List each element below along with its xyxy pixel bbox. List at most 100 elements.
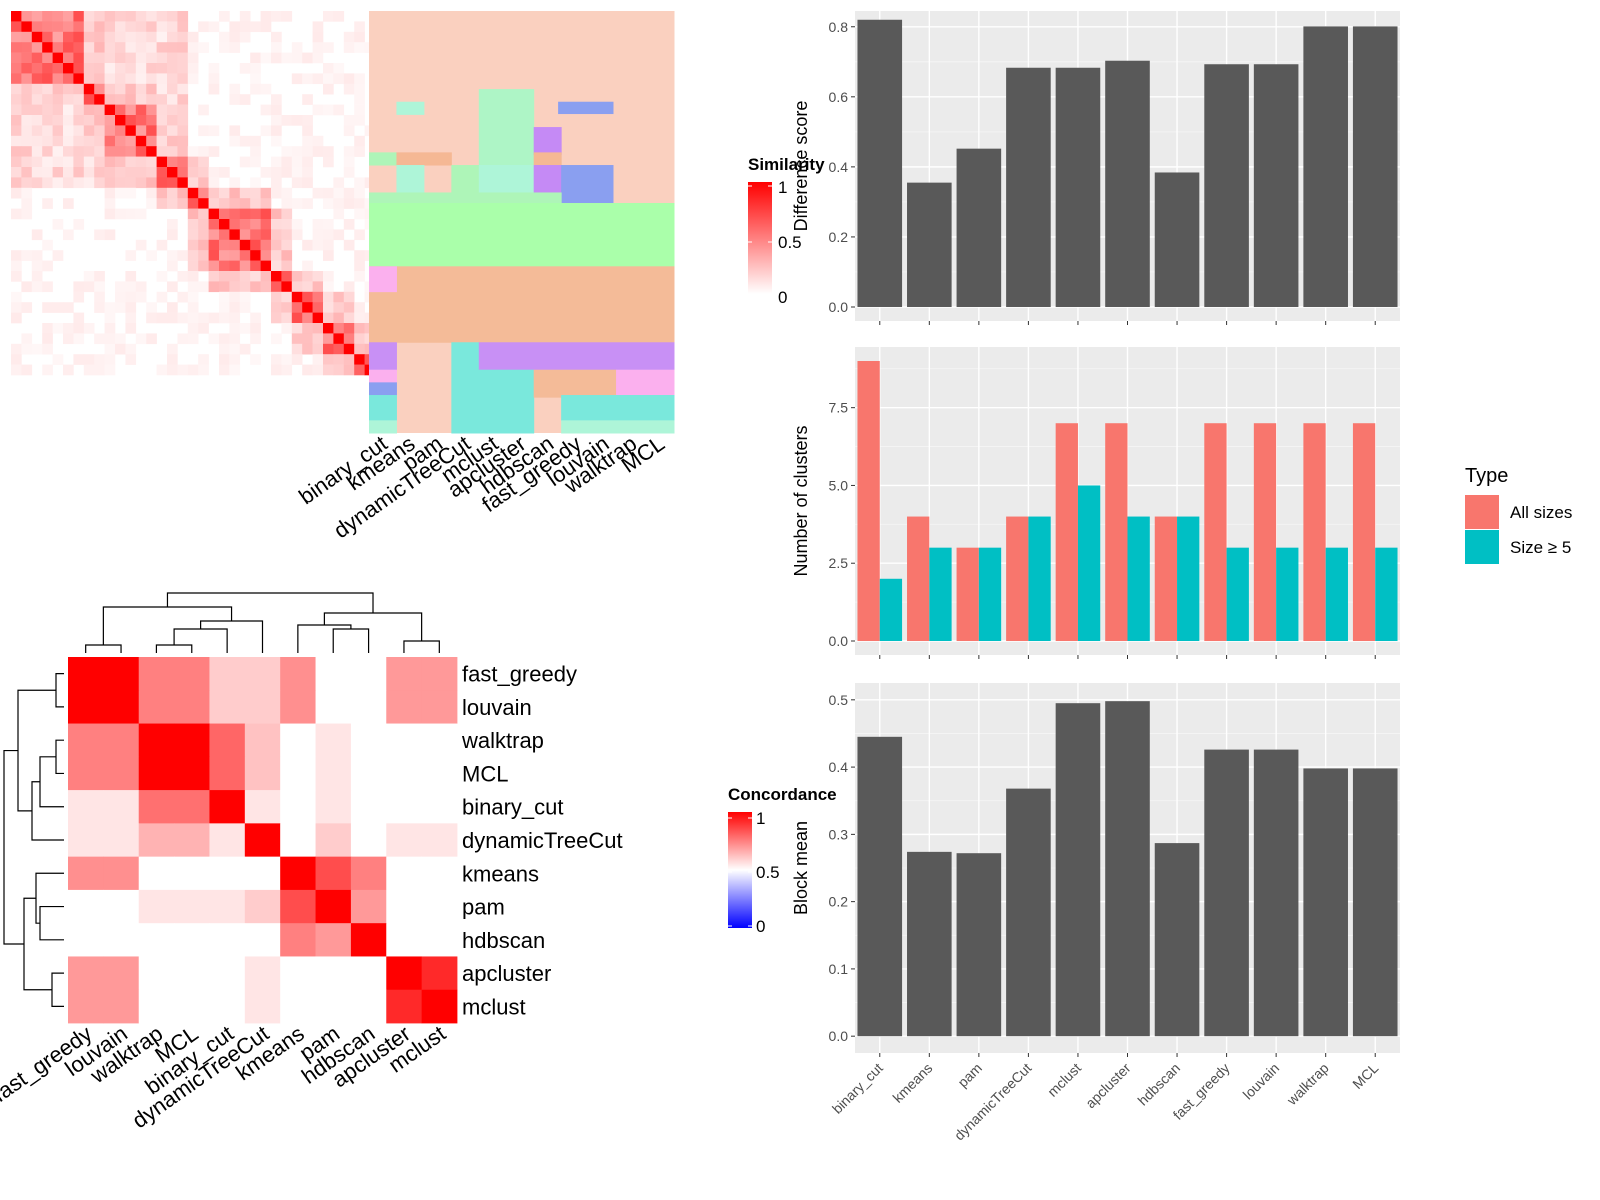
- similarity-cell: [291, 73, 303, 85]
- similarity-cell: [167, 104, 178, 116]
- concordance-cell: [421, 923, 458, 957]
- concordance-cell: [386, 657, 423, 691]
- similarity-cell: [94, 354, 105, 365]
- similarity-cell: [11, 364, 22, 376]
- similarity-cell: [156, 156, 168, 168]
- similarity-cell: [323, 333, 334, 345]
- similarity-cell: [312, 291, 324, 303]
- similarity-cell: [239, 260, 251, 272]
- similarity-cell: [73, 146, 85, 157]
- similarity-cell: [343, 239, 355, 251]
- similarity-cell: [260, 250, 272, 261]
- similarity-cell: [21, 208, 33, 220]
- similarity-cell: [42, 364, 53, 376]
- similarity-cell: [291, 343, 303, 355]
- assignment-block: [616, 369, 675, 398]
- concordance-cell: [103, 823, 140, 858]
- similarity-cell: [250, 135, 261, 147]
- assignment-block: [533, 127, 562, 155]
- similarity-cell: [167, 94, 178, 105]
- x-tick-label: kmeans: [889, 1060, 935, 1106]
- similarity-cell: [146, 31, 157, 43]
- similarity-cell: [187, 239, 199, 251]
- similarity-cell: [271, 11, 282, 22]
- similarity-cell: [343, 281, 355, 293]
- similarity-cell: [73, 323, 85, 334]
- similarity-cell: [323, 83, 334, 95]
- similarity-cell: [11, 21, 22, 33]
- similarity-cell: [219, 42, 230, 53]
- bar: [1154, 516, 1178, 641]
- similarity-cell: [208, 229, 220, 241]
- similarity-cell: [83, 83, 95, 95]
- similarity-cell: [104, 187, 116, 199]
- concordance-tick-0: 0: [756, 917, 765, 936]
- similarity-cell: [281, 260, 293, 272]
- similarity-cell: [135, 83, 147, 95]
- similarity-cell: [52, 104, 64, 116]
- concordance-cell: [138, 790, 175, 824]
- concordance-cell: [68, 723, 104, 758]
- similarity-cell: [94, 302, 105, 313]
- concordance-cell: [209, 756, 246, 791]
- similarity-cell: [354, 198, 365, 209]
- similarity-cell: [135, 104, 147, 116]
- similarity-cell: [177, 198, 189, 209]
- similarity-cell: [167, 312, 178, 324]
- concordance-cell: [174, 823, 210, 858]
- similarity-cell: [94, 21, 105, 33]
- similarity-cell: [42, 115, 53, 126]
- similarity-cell: [281, 187, 293, 199]
- similarity-cell: [94, 364, 105, 376]
- y-tick-label: 0.2: [829, 229, 849, 245]
- similarity-cell: [21, 11, 33, 22]
- similarity-cell: [146, 198, 157, 209]
- similarity-cell: [281, 208, 293, 220]
- similarity-cell: [146, 135, 157, 147]
- similarity-cell: [63, 146, 74, 157]
- similarity-cell: [52, 52, 64, 64]
- similarity-cell: [291, 354, 303, 365]
- similarity-cell: [146, 115, 157, 126]
- similarity-cell: [323, 156, 334, 168]
- similarity-cell: [104, 135, 116, 147]
- similarity-cell: [229, 312, 241, 324]
- concordance-row-label: binary_cut: [462, 795, 564, 820]
- similarity-cell: [73, 11, 85, 22]
- similarity-cell: [115, 167, 126, 178]
- similarity-cell: [250, 333, 261, 345]
- similarity-cell: [354, 323, 365, 334]
- similarity-cell: [177, 156, 189, 168]
- similarity-cell: [31, 135, 43, 147]
- similarity-cell: [42, 198, 53, 209]
- similarity-cell: [291, 219, 303, 230]
- similarity-cell: [135, 291, 147, 303]
- similarity-cell: [31, 156, 43, 168]
- similarity-cell: [63, 42, 74, 53]
- similarity-cell: [42, 281, 53, 293]
- bar: [1105, 60, 1150, 307]
- similarity-cell: [42, 323, 53, 334]
- bar: [907, 851, 952, 1037]
- similarity-cell: [271, 125, 282, 137]
- similarity-cell: [11, 250, 22, 261]
- similarity-cell: [354, 333, 365, 345]
- similarity-cell: [219, 364, 230, 376]
- concordance-heatmap: [68, 657, 458, 1024]
- similarity-cell: [302, 135, 313, 147]
- similarity-cell: [83, 31, 95, 43]
- concordance-cell: [174, 690, 210, 724]
- concordance-cell: [350, 989, 387, 1024]
- similarity-cell: [239, 281, 251, 293]
- similarity-cell: [63, 125, 74, 137]
- similarity-cell: [187, 323, 199, 334]
- similarity-cell: [333, 63, 345, 74]
- similarity-cell: [125, 250, 137, 261]
- bar: [1204, 64, 1249, 307]
- x-tick-label: walktrap: [1283, 1060, 1332, 1109]
- concordance-row-label: mclust: [462, 994, 526, 1019]
- similarity-cell: [146, 146, 157, 157]
- similarity-cell: [239, 156, 251, 168]
- similarity-cell: [198, 187, 209, 199]
- similarity-cell: [115, 291, 126, 303]
